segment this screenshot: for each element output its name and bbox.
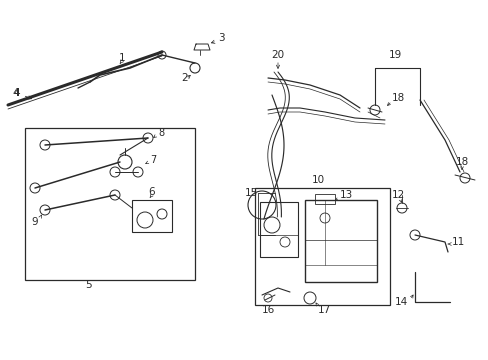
Text: 17: 17 xyxy=(317,305,330,315)
Text: 14: 14 xyxy=(394,297,407,307)
Text: 12: 12 xyxy=(390,190,404,200)
Text: 13: 13 xyxy=(339,190,352,200)
Text: 6: 6 xyxy=(148,187,155,197)
Text: 4: 4 xyxy=(13,88,31,99)
Text: 19: 19 xyxy=(387,50,401,60)
Bar xyxy=(305,200,376,282)
Text: 8: 8 xyxy=(158,128,164,138)
Text: 20: 20 xyxy=(271,50,284,60)
Text: 7: 7 xyxy=(150,155,156,165)
Text: 9: 9 xyxy=(31,217,38,227)
Text: 10: 10 xyxy=(311,175,324,185)
Bar xyxy=(260,202,297,257)
Text: 18: 18 xyxy=(454,157,468,167)
Text: 16: 16 xyxy=(261,305,274,315)
Bar xyxy=(254,188,389,305)
Text: 5: 5 xyxy=(84,280,91,290)
Text: 4: 4 xyxy=(13,88,19,98)
Bar xyxy=(25,128,195,280)
Text: 11: 11 xyxy=(451,237,464,247)
Text: 1: 1 xyxy=(119,53,125,63)
Text: 3: 3 xyxy=(218,33,224,43)
Bar xyxy=(314,194,334,204)
Text: 2: 2 xyxy=(182,73,188,83)
Text: 18: 18 xyxy=(391,93,405,103)
Text: 15: 15 xyxy=(244,188,258,198)
Bar xyxy=(132,200,172,232)
